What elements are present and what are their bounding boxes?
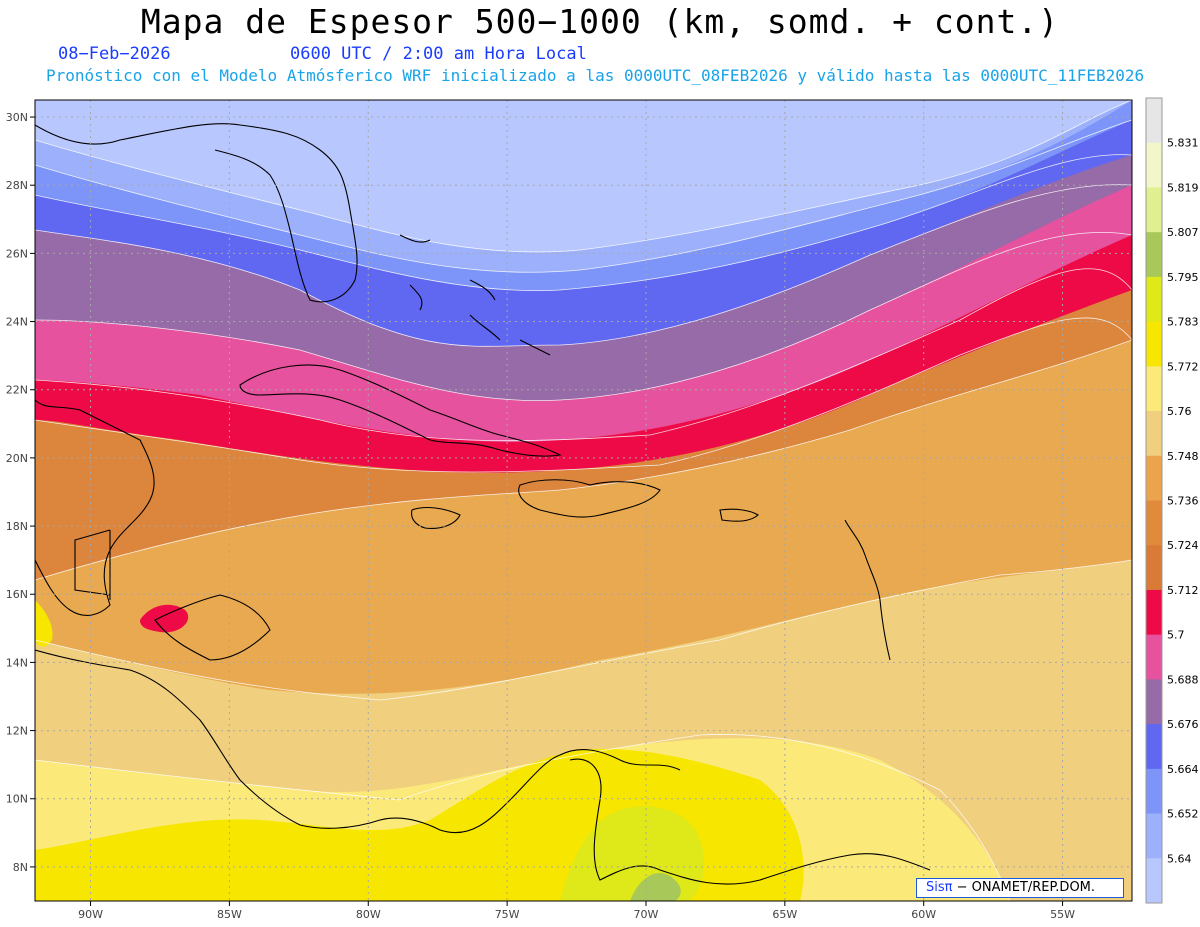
lat-tick-label: 16N bbox=[6, 588, 28, 601]
colorbar-swatch bbox=[1146, 98, 1162, 144]
lon-tick-label: 90W bbox=[78, 908, 103, 921]
credit-org: − ONAMET/REP.DOM. bbox=[956, 880, 1096, 895]
colorbar-swatch bbox=[1146, 634, 1162, 680]
colorbar-label: 5.688 bbox=[1167, 673, 1199, 686]
lat-tick-label: 24N bbox=[6, 316, 28, 329]
colorbar-label: 5.7 bbox=[1167, 629, 1185, 642]
colorbar-label: 5.676 bbox=[1167, 718, 1199, 731]
colorbar: 5.831 5.819 5.807 5.795 5.783 5.772 5.76 5.748 5… bbox=[1145, 97, 1199, 904]
colorbar-label: 5.772 bbox=[1167, 360, 1199, 373]
colorbar-frame bbox=[1145, 97, 1163, 904]
colorbar-swatch bbox=[1146, 187, 1162, 233]
colorbar-label: 5.783 bbox=[1167, 316, 1199, 329]
credit-box: Sisπ − ONAMET/REP.DOM. bbox=[916, 878, 1124, 898]
colorbar-swatch bbox=[1146, 366, 1162, 412]
colorbar-label: 5.819 bbox=[1167, 181, 1199, 194]
colorbar-swatch bbox=[1146, 768, 1162, 815]
lat-tick-label: 18N bbox=[6, 520, 28, 533]
lon-tick-label: 65W bbox=[772, 908, 797, 921]
colorbar-label: 5.712 bbox=[1167, 584, 1199, 597]
colorbar-swatch bbox=[1146, 411, 1162, 457]
lon-tick-label: 70W bbox=[634, 908, 659, 921]
lon-tick-label: 75W bbox=[495, 908, 520, 921]
forecast-time: 0600 UTC / 2:00 am Hora Local bbox=[290, 44, 587, 64]
colorbar-swatch bbox=[1146, 321, 1162, 367]
colorbar-swatch bbox=[1146, 813, 1162, 859]
colorbar-swatch bbox=[1146, 858, 1162, 904]
thickness-contours bbox=[35, 100, 1132, 901]
colorbar-label: 5.795 bbox=[1167, 271, 1199, 284]
graticule bbox=[35, 100, 1132, 901]
lat-tick-label: 8N bbox=[13, 861, 28, 874]
colorbar-swatch bbox=[1146, 679, 1162, 725]
lon-tick-label: 85W bbox=[217, 908, 242, 921]
colorbar-label: 5.64 bbox=[1167, 852, 1192, 865]
colorbar-swatch bbox=[1146, 276, 1162, 323]
colorbar-swatch bbox=[1146, 500, 1162, 546]
map-frame bbox=[34, 99, 1133, 902]
lat-tick-label: 10N bbox=[6, 793, 28, 806]
lat-tick-label: 12N bbox=[6, 725, 28, 738]
credit-brand: Sisπ bbox=[926, 880, 953, 895]
colorbar-swatch bbox=[1146, 724, 1162, 770]
lon-tick-label: 80W bbox=[356, 908, 381, 921]
colorbar-label: 5.724 bbox=[1167, 539, 1199, 552]
lat-tick-label: 28N bbox=[6, 179, 28, 192]
colorbar-label: 5.664 bbox=[1167, 763, 1199, 776]
lat-tick-label: 30N bbox=[6, 111, 28, 124]
map-title: Mapa de Espesor 500−1000 (km, somd. + co… bbox=[140, 2, 1060, 41]
colorbar-label: 5.76 bbox=[1167, 405, 1192, 418]
lat-axis: 30N 28N 26N 24N 22N 20N 18N 16N 14N 12N 10N 8N bbox=[6, 111, 35, 874]
colorbar-swatch bbox=[1146, 589, 1162, 636]
colorbar-label: 5.748 bbox=[1167, 450, 1199, 463]
lon-tick-label: 55W bbox=[1050, 908, 1075, 921]
coastlines bbox=[35, 123, 931, 885]
lon-axis: 90W 85W 80W 75W 70W 65W 60W 55W bbox=[78, 901, 1075, 921]
colorbar-swatch bbox=[1146, 142, 1162, 188]
colorbar-swatch bbox=[1146, 455, 1162, 501]
colorbar-swatch bbox=[1146, 545, 1162, 591]
colorbar-label: 5.831 bbox=[1167, 137, 1199, 150]
lat-tick-label: 26N bbox=[6, 247, 28, 260]
lon-tick-label: 60W bbox=[911, 908, 936, 921]
lat-tick-label: 22N bbox=[6, 384, 28, 397]
lat-tick-label: 20N bbox=[6, 452, 28, 465]
forecast-date: 08−Feb−2026 bbox=[58, 44, 171, 64]
colorbar-label: 5.652 bbox=[1167, 808, 1199, 821]
lat-tick-label: 14N bbox=[6, 656, 28, 669]
model-subtitle: Pronóstico con el Modelo Atmósferico WRF… bbox=[46, 66, 1145, 85]
colorbar-label: 5.807 bbox=[1167, 226, 1199, 239]
colorbar-label: 5.736 bbox=[1167, 495, 1199, 508]
colorbar-swatch bbox=[1146, 232, 1162, 278]
